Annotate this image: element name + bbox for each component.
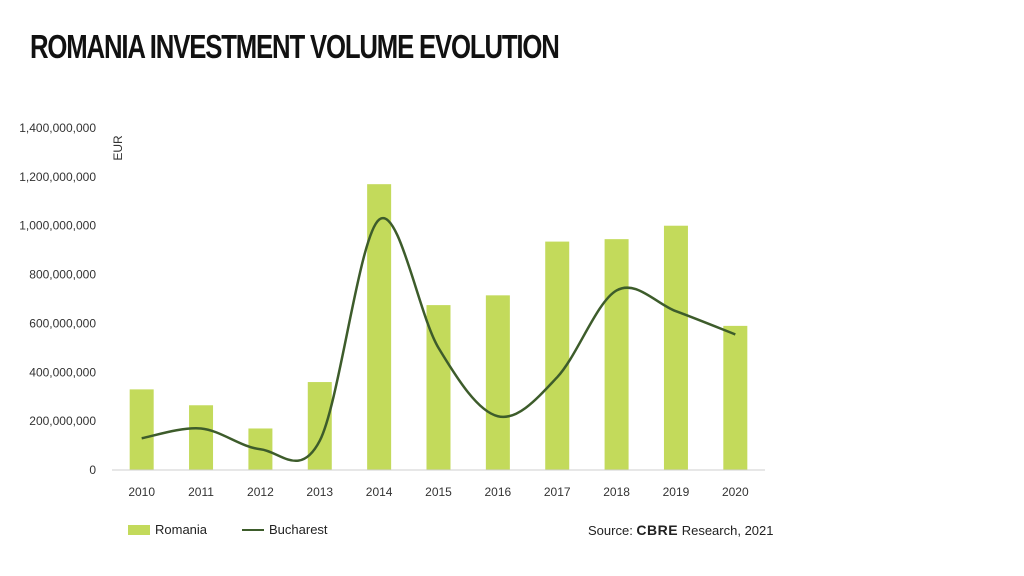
bar-2017 (545, 241, 570, 470)
x-tick-label: 2019 (663, 485, 690, 499)
bar-2020 (723, 325, 748, 470)
x-tick-label: 2012 (247, 485, 274, 499)
legend-label-bucharest: Bucharest (269, 522, 328, 537)
bar-2013 (307, 382, 332, 470)
source-suffix: Research, 2021 (678, 523, 774, 538)
y-tick-label: 200,000,000 (29, 414, 96, 428)
y-tick-label: 1,000,000,000 (19, 219, 96, 233)
x-tick-label: 2015 (425, 485, 452, 499)
y-tick-label: 800,000,000 (29, 268, 96, 282)
bar-2019 (663, 225, 688, 470)
legend-swatch-bucharest (242, 528, 264, 531)
legend-label-romania: Romania (155, 522, 208, 537)
x-tick-label: 2020 (722, 485, 749, 499)
y-tick-label: 1,400,000,000 (19, 121, 96, 135)
bar-series-romania (129, 184, 748, 470)
x-tick-label: 2011 (188, 485, 214, 499)
legend-item-romania: Romania (128, 522, 207, 537)
line-series-bucharest (141, 216, 736, 463)
y-axis-ticks: 0 200,000,000 400,000,000 600,000,000 800,00… (19, 121, 96, 477)
x-axis-ticks: 2010 2011 2012 2013 2014 2015 2016 2017 2018 2019… (128, 485, 749, 499)
y-tick-label: 0 (89, 463, 96, 477)
x-tick-label: 2013 (306, 485, 333, 499)
source-note: Source: CBRE Research, 2021 (588, 522, 774, 538)
bar-2011 (189, 405, 214, 470)
legend-item-bucharest: Bucharest (242, 522, 328, 537)
source-brand: CBRE (636, 522, 679, 538)
bar-2018 (604, 239, 629, 470)
x-tick-label: 2010 (128, 485, 155, 499)
y-axis-label: EUR (111, 135, 125, 161)
bar-2016 (485, 295, 510, 470)
x-tick-label: 2017 (544, 485, 571, 499)
chart-title: ROMANIA INVESTMENT VOLUME EVOLUTION (30, 28, 560, 65)
x-tick-label: 2018 (603, 485, 630, 499)
y-tick-label: 600,000,000 (29, 316, 96, 330)
bar-2010 (129, 389, 154, 470)
source-prefix: Source: (588, 523, 637, 538)
y-tick-label: 1,200,000,000 (19, 170, 96, 184)
x-tick-label: 2016 (485, 485, 512, 499)
legend-swatch-romania (128, 524, 150, 535)
bar-2014 (367, 184, 392, 470)
y-tick-label: 400,000,000 (29, 365, 96, 379)
x-tick-label: 2014 (366, 485, 393, 499)
